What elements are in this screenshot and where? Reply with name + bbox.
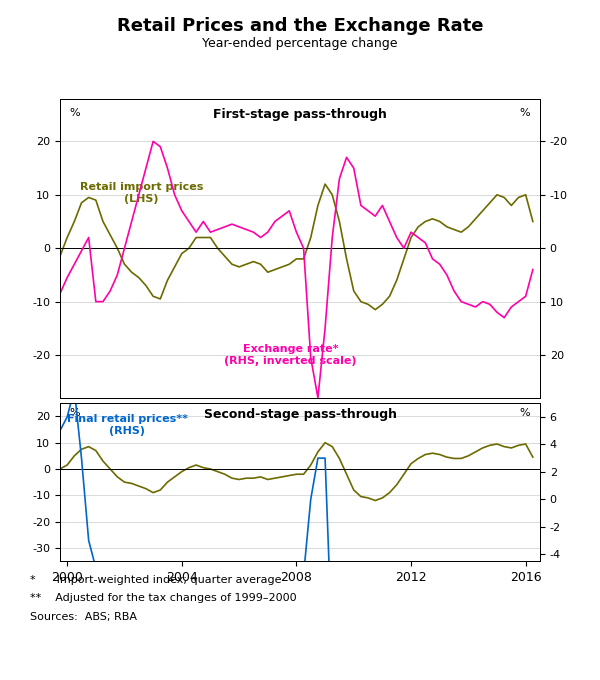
Text: %: % (520, 107, 530, 118)
Text: %: % (70, 408, 80, 418)
Text: %: % (70, 107, 80, 118)
Text: *      Import-weighted index; quarter average: * Import-weighted index; quarter average (30, 575, 281, 585)
Text: Retail import prices
(LHS): Retail import prices (LHS) (80, 182, 203, 204)
Text: Final retail prices**
(RHS): Final retail prices** (RHS) (67, 414, 188, 436)
Text: Second-stage pass-through: Second-stage pass-through (203, 408, 397, 421)
Text: %: % (520, 408, 530, 418)
Text: **    Adjusted for the tax changes of 1999–2000: ** Adjusted for the tax changes of 1999–… (30, 593, 296, 603)
Text: Exchange rate*
(RHS, inverted scale): Exchange rate* (RHS, inverted scale) (224, 344, 356, 366)
Text: Retail Prices and the Exchange Rate: Retail Prices and the Exchange Rate (117, 17, 483, 35)
Text: First-stage pass-through: First-stage pass-through (213, 107, 387, 120)
Text: Year-ended percentage change: Year-ended percentage change (202, 37, 398, 50)
Text: Sources:  ABS; RBA: Sources: ABS; RBA (30, 612, 137, 622)
